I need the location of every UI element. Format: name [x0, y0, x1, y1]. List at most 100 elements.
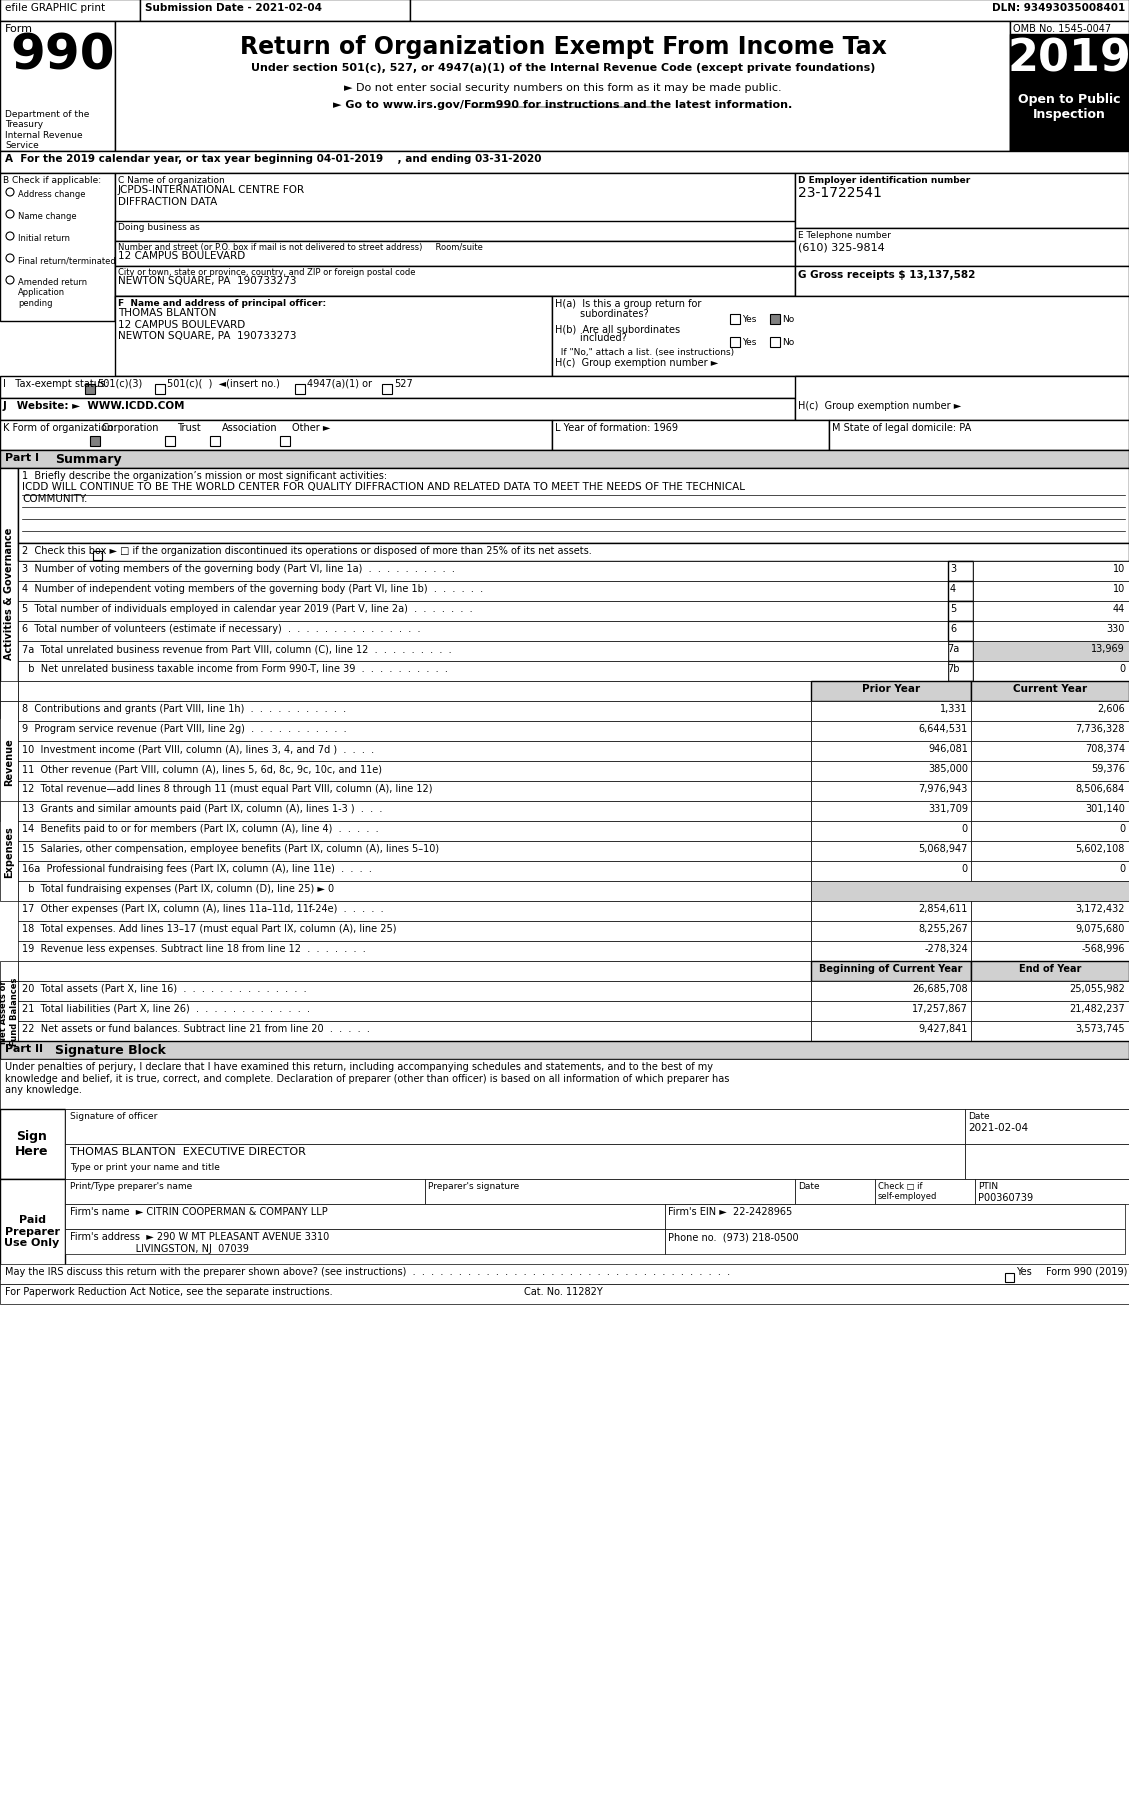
Text: 26,685,708: 26,685,708 — [912, 983, 968, 994]
Bar — [971, 741, 1129, 761]
Bar — [18, 961, 811, 981]
Bar — [829, 421, 1129, 450]
Text: OMB No. 1545-0047: OMB No. 1545-0047 — [1013, 23, 1111, 34]
Text: 7,976,943: 7,976,943 — [919, 784, 968, 793]
Bar — [971, 842, 1129, 862]
Bar — [115, 296, 552, 378]
Text: C Name of organization: C Name of organization — [119, 175, 225, 184]
Text: I   Tax-exempt status:: I Tax-exempt status: — [3, 379, 108, 389]
Text: K Form of organization:: K Form of organization: — [3, 423, 116, 432]
Bar — [18, 721, 811, 741]
Bar — [665, 1229, 1124, 1254]
Text: No: No — [782, 338, 794, 347]
Bar — [18, 641, 948, 661]
Text: 22  Net assets or fund balances. Subtract line 21 from line 20  .  .  .  .  .: 22 Net assets or fund balances. Subtract… — [21, 1023, 370, 1034]
Text: Form: Form — [5, 23, 33, 34]
Bar — [115, 173, 795, 322]
Text: 59,376: 59,376 — [1091, 764, 1124, 773]
Bar — [115, 22, 1010, 152]
Text: 19  Revenue less expenses. Subtract line 18 from line 12  .  .  .  .  .  .  .: 19 Revenue less expenses. Subtract line … — [21, 943, 366, 954]
Text: Expenses: Expenses — [5, 826, 14, 878]
Bar — [65, 1109, 965, 1144]
Text: 9,075,680: 9,075,680 — [1076, 923, 1124, 934]
Bar — [65, 1180, 425, 1203]
Bar — [0, 450, 1129, 468]
Text: 14  Benefits paid to or for members (Part IX, column (A), line 4)  .  .  .  .  .: 14 Benefits paid to or for members (Part… — [21, 824, 378, 833]
Bar — [0, 981, 18, 1041]
Bar — [18, 701, 811, 721]
Bar — [811, 842, 971, 862]
Text: 12  Total revenue—add lines 8 through 11 (must equal Part VIII, column (A), line: 12 Total revenue—add lines 8 through 11 … — [21, 784, 432, 793]
Text: 17  Other expenses (Part IX, column (A), lines 11a–11d, 11f-24e)  .  .  .  .  .: 17 Other expenses (Part IX, column (A), … — [21, 904, 384, 914]
Bar — [0, 399, 795, 421]
Bar — [811, 902, 971, 922]
Text: 3,172,432: 3,172,432 — [1076, 904, 1124, 914]
Text: 5  Total number of individuals employed in calendar year 2019 (Part V, line 2a) : 5 Total number of individuals employed i… — [21, 604, 473, 614]
Text: Type or print your name and title: Type or print your name and title — [70, 1162, 220, 1171]
Bar — [948, 562, 973, 582]
Text: 18  Total expenses. Add lines 13–17 (must equal Part IX, column (A), line 25): 18 Total expenses. Add lines 13–17 (must… — [21, 923, 396, 934]
Bar — [18, 822, 811, 842]
Text: 25,055,982: 25,055,982 — [1069, 983, 1124, 994]
Bar — [971, 981, 1129, 1001]
Bar — [18, 582, 948, 602]
Text: 3  Number of voting members of the governing body (Part VI, line 1a)  .  .  .  .: 3 Number of voting members of the govern… — [21, 564, 455, 573]
Text: 10  Investment income (Part VIII, column (A), lines 3, 4, and 7d )  .  .  .  .: 10 Investment income (Part VIII, column … — [21, 744, 374, 754]
Bar — [971, 1001, 1129, 1021]
Bar — [382, 385, 392, 394]
Text: 4: 4 — [949, 584, 956, 595]
Bar — [971, 701, 1129, 721]
Bar — [971, 721, 1129, 741]
Bar — [1010, 22, 1129, 152]
Text: 8  Contributions and grants (Part VIII, line 1h)  .  .  .  .  .  .  .  .  .  .  : 8 Contributions and grants (Part VIII, l… — [21, 703, 347, 714]
Text: A  For the 2019 calendar year, or tax year beginning 04-01-2019    , and ending : A For the 2019 calendar year, or tax yea… — [5, 154, 542, 164]
Text: Submission Date - 2021-02-04: Submission Date - 2021-02-04 — [145, 4, 322, 13]
Text: 708,374: 708,374 — [1085, 744, 1124, 754]
Text: 4  Number of independent voting members of the governing body (Part VI, line 1b): 4 Number of independent voting members o… — [21, 584, 483, 595]
Text: Part I: Part I — [5, 454, 40, 463]
Bar — [971, 761, 1129, 782]
Text: Sign
Here: Sign Here — [16, 1129, 49, 1156]
Bar — [0, 1059, 1129, 1109]
Bar — [65, 1144, 965, 1180]
Bar — [965, 1109, 1129, 1144]
Text: H(c)  Group exemption number ►: H(c) Group exemption number ► — [798, 401, 961, 410]
Bar — [18, 1021, 811, 1041]
Bar — [0, 0, 1129, 22]
Bar — [795, 378, 1129, 421]
Text: 501(c)(3): 501(c)(3) — [97, 379, 142, 389]
Bar — [0, 681, 18, 701]
Text: F  Name and address of principal officer:: F Name and address of principal officer: — [119, 298, 326, 307]
Text: 5,068,947: 5,068,947 — [919, 844, 968, 853]
Text: 23-1722541: 23-1722541 — [798, 186, 882, 201]
Text: 2021-02-04: 2021-02-04 — [968, 1122, 1029, 1133]
Bar — [811, 701, 971, 721]
Bar — [65, 1229, 665, 1254]
Text: ► Go to www.irs.gov/Form990 for instructions and the latest information.: ► Go to www.irs.gov/Form990 for instruct… — [333, 99, 793, 110]
Text: 2,606: 2,606 — [1097, 703, 1124, 714]
Bar — [971, 681, 1129, 701]
Bar — [295, 385, 305, 394]
Text: 990: 990 — [10, 33, 114, 80]
Bar — [973, 582, 1129, 602]
Text: 10: 10 — [1113, 584, 1124, 595]
Bar — [115, 242, 795, 267]
Bar — [811, 802, 971, 822]
Text: 1,331: 1,331 — [940, 703, 968, 714]
Bar — [973, 602, 1129, 622]
Text: Corporation: Corporation — [102, 423, 159, 432]
Bar — [811, 761, 971, 782]
Bar — [410, 0, 1129, 22]
Bar — [811, 741, 971, 761]
Text: 2,854,611: 2,854,611 — [919, 904, 968, 914]
Bar — [0, 0, 140, 22]
Text: 8,506,684: 8,506,684 — [1076, 784, 1124, 793]
Text: 301,140: 301,140 — [1085, 804, 1124, 813]
Bar — [795, 267, 1129, 296]
Bar — [18, 1001, 811, 1021]
Text: 501(c)(  )  ◄(insert no.): 501(c)( ) ◄(insert no.) — [167, 379, 280, 389]
Text: 44: 44 — [1113, 604, 1124, 614]
Text: 7a  Total unrelated business revenue from Part VIII, column (C), line 12  .  .  : 7a Total unrelated business revenue from… — [21, 643, 452, 654]
Text: 8,255,267: 8,255,267 — [918, 923, 968, 934]
Text: Date: Date — [798, 1182, 820, 1191]
